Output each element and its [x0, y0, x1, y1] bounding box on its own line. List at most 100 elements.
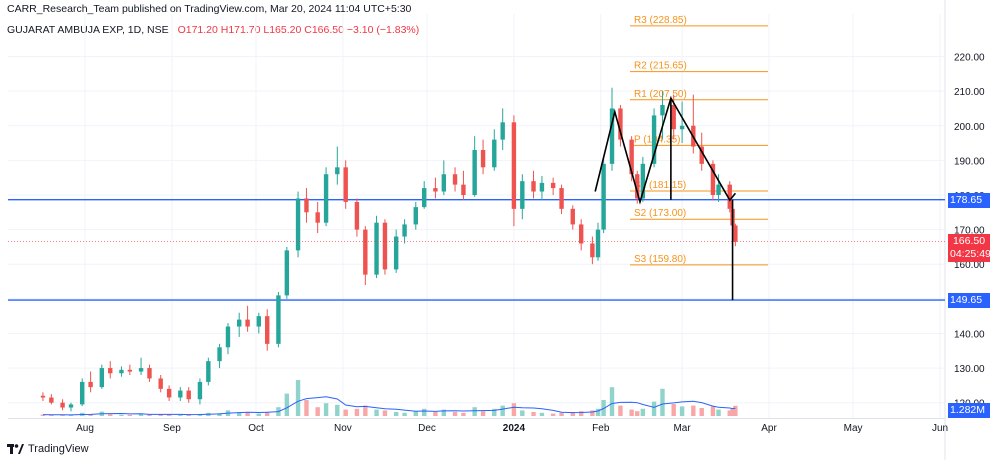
- pattern-polyline[interactable]: [594, 96, 737, 205]
- candle[interactable]: [256, 316, 262, 327]
- candle[interactable]: [354, 201, 360, 230]
- price-tick-label: 130.00: [954, 364, 985, 375]
- candle[interactable]: [363, 229, 368, 275]
- time-tick-label: Apr: [761, 423, 777, 434]
- candle[interactable]: [609, 108, 615, 164]
- candle[interactable]: [99, 368, 105, 388]
- candle[interactable]: [393, 236, 399, 270]
- volume-bar: [421, 408, 427, 416]
- candle[interactable]: [413, 207, 418, 225]
- horizontal-lines[interactable]: [8, 198, 945, 301]
- candle[interactable]: [441, 174, 447, 192]
- volume-bar: [480, 411, 486, 416]
- candle[interactable]: [629, 139, 634, 175]
- candle[interactable]: [295, 198, 301, 251]
- candle[interactable]: [433, 188, 438, 192]
- candle[interactable]: [245, 319, 250, 327]
- candle[interactable]: [49, 397, 54, 403]
- candle[interactable]: [79, 381, 85, 405]
- candle[interactable]: [590, 243, 595, 258]
- candle[interactable]: [452, 174, 458, 185]
- volume-bar: [284, 393, 290, 416]
- candle[interactable]: [225, 326, 231, 348]
- pivot-label: S3 (159.80): [634, 254, 686, 265]
- candle[interactable]: [640, 163, 646, 199]
- candle[interactable]: [559, 188, 564, 209]
- volume-bar: [679, 406, 685, 416]
- volume-bar: [699, 408, 704, 416]
- candle[interactable]: [315, 212, 320, 223]
- candle[interactable]: [500, 122, 505, 140]
- candle[interactable]: [335, 167, 340, 175]
- candle[interactable]: [197, 381, 203, 400]
- candle[interactable]: [480, 150, 486, 168]
- tradingview-logo[interactable]: TradingView: [7, 443, 89, 455]
- candle[interactable]: [127, 369, 133, 372]
- candle[interactable]: [178, 390, 183, 398]
- candle[interactable]: [382, 222, 388, 270]
- candle[interactable]: [727, 184, 732, 209]
- candle[interactable]: [570, 208, 575, 225]
- candle[interactable]: [217, 347, 222, 362]
- candle[interactable]: [679, 125, 685, 130]
- time-tick-label: Sep: [163, 423, 181, 434]
- candle[interactable]: [710, 163, 716, 195]
- volume-bar: [710, 406, 716, 416]
- candle[interactable]: [68, 404, 74, 408]
- time-axis[interactable]: Aug Sep Oct Nov Dec 2024 Feb Mar Apr May Jun: [76, 423, 948, 434]
- volume-bar: [461, 412, 466, 416]
- candle[interactable]: [108, 368, 113, 374]
- candle[interactable]: [186, 390, 191, 400]
- candle[interactable]: [531, 181, 536, 192]
- candle[interactable]: [492, 139, 497, 168]
- candle[interactable]: [276, 295, 281, 344]
- candle[interactable]: [374, 222, 379, 275]
- volume-bar: [323, 403, 329, 416]
- candle[interactable]: [601, 163, 606, 230]
- candle[interactable]: [402, 224, 407, 237]
- candle[interactable]: [716, 184, 721, 195]
- candle[interactable]: [520, 181, 525, 209]
- candle[interactable]: [304, 198, 309, 213]
- candle[interactable]: [660, 105, 665, 116]
- candle[interactable]: [88, 381, 93, 388]
- candle[interactable]: [511, 122, 517, 209]
- candle[interactable]: [618, 108, 623, 140]
- candle[interactable]: [699, 146, 704, 164]
- candle[interactable]: [421, 188, 427, 208]
- pivot-label: R2 (215.65): [634, 61, 687, 72]
- candle[interactable]: [138, 368, 144, 372]
- volume-bar: [441, 409, 447, 416]
- candle[interactable]: [206, 361, 211, 382]
- volume-bar: [304, 400, 309, 416]
- candle[interactable]: [147, 368, 152, 379]
- candle[interactable]: [158, 378, 163, 389]
- candle[interactable]: [635, 174, 640, 199]
- candle[interactable]: [166, 388, 172, 398]
- candle[interactable]: [343, 167, 348, 202]
- candle[interactable]: [60, 402, 65, 408]
- candle[interactable]: [550, 182, 556, 189]
- candle[interactable]: [284, 250, 290, 296]
- candle[interactable]: [323, 174, 329, 223]
- candle[interactable]: [236, 319, 242, 327]
- volume-bar: [691, 405, 696, 416]
- candle[interactable]: [595, 229, 601, 258]
- volume-bar: [660, 388, 665, 416]
- candle[interactable]: [671, 105, 676, 130]
- candle[interactable]: [461, 184, 466, 195]
- candle[interactable]: [578, 224, 584, 244]
- candle[interactable]: [40, 395, 46, 398]
- candle[interactable]: [472, 150, 477, 195]
- volume-bar: [186, 414, 191, 416]
- pivot-label: S1 (181.15): [634, 180, 686, 191]
- candle[interactable]: [265, 316, 270, 344]
- candle[interactable]: [119, 369, 124, 374]
- candle[interactable]: [539, 182, 545, 192]
- pattern-drawing[interactable]: [594, 96, 737, 301]
- candle[interactable]: [651, 115, 657, 164]
- candles[interactable]: [40, 87, 738, 412]
- candle[interactable]: [733, 225, 738, 242]
- price-axis[interactable]: 120.00130.00140.00150.00160.00170.00180.…: [954, 53, 985, 410]
